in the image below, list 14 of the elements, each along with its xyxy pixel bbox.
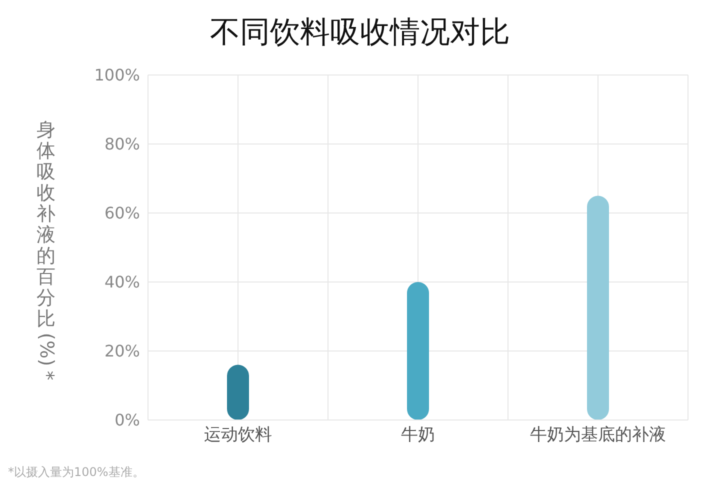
y-tick-label: 80% <box>104 134 140 154</box>
bar <box>407 282 429 420</box>
y-tick-label: 40% <box>104 272 140 292</box>
y-tick-label: 20% <box>104 342 140 361</box>
x-tick-label: 牛奶 <box>401 425 435 446</box>
y-tick-label: 0% <box>114 410 140 430</box>
y-tick-label: 60% <box>104 204 140 223</box>
bar <box>587 196 609 420</box>
y-tick-label: 100% <box>94 66 140 85</box>
x-tick-label: 运动饮料 <box>204 425 272 446</box>
text: *以摄入量为100%基准。 <box>8 464 144 481</box>
chart-title: 不同饮料吸收情况对比 <box>209 14 511 52</box>
x-tick-label: 牛奶为基底的补液 <box>530 425 666 446</box>
text: 身体吸收补液的百分比(%)* <box>36 119 58 380</box>
